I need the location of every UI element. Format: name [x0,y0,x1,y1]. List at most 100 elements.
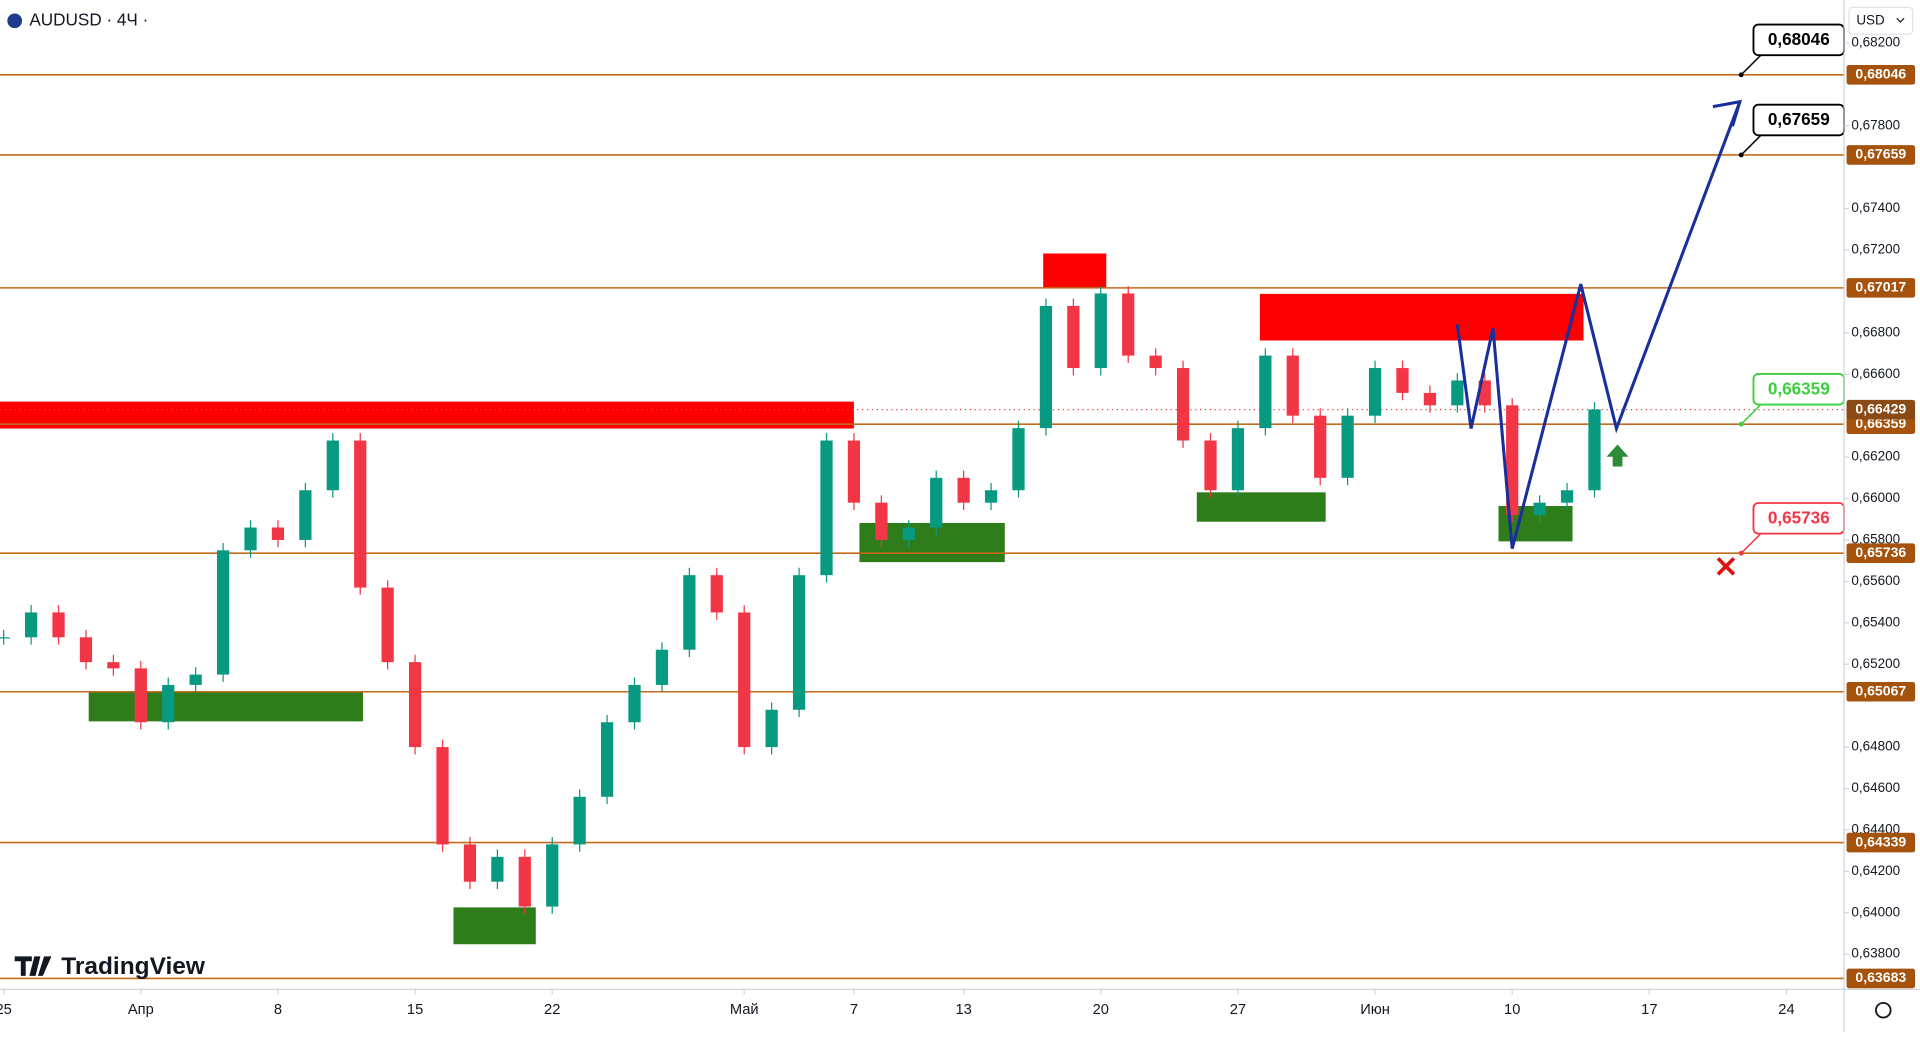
projection-path [1455,101,1742,550]
candle-body [1533,502,1546,516]
y-tick-label: 0,66000 [1851,490,1900,505]
candle-body [1259,355,1272,429]
callout-anchor [1738,550,1744,556]
candle-body [875,502,888,540]
candle-body [354,440,367,588]
level-badge-label: 0,67017 [1855,279,1906,295]
y-tick-label: 0,64000 [1851,904,1900,919]
candle-body [847,440,861,503]
x-tick-label: Апр [128,1002,154,1018]
candle-body [52,612,65,638]
candle-body [930,477,943,528]
candle-body [381,587,394,663]
candle-body [765,709,778,748]
y-tick-label: 0,64400 [1851,821,1900,836]
candle-body [1423,392,1437,406]
candle-body [0,637,10,639]
candle-body [189,674,202,685]
supply-zone [1259,293,1584,341]
x-tick-label: Май [730,1002,759,1018]
y-tick-label: 0,64200 [1851,863,1900,878]
axes: 0,68200 0,67800 0,67400 0,67200 0,66800 0,666… [0,34,1916,1018]
y-tick-label: 0,68200 [1851,34,1900,49]
candle-body [1176,368,1190,441]
candle-body [573,796,586,845]
callout-label: 0,67659 [1768,109,1830,129]
last-price-label: 0,66429 [1855,400,1906,416]
candle-body [107,662,120,669]
x-tick-label: 8 [274,1002,282,1018]
callout-leader [1740,134,1762,156]
callout-anchor [1738,152,1744,158]
levels [0,73,1845,980]
stop-mark [1716,557,1736,576]
level-badge-label: 0,67659 [1855,146,1906,162]
callout-leader [1740,404,1762,425]
level-badge [1846,278,1916,298]
last-price-badge [1846,399,1916,420]
x-tick-label: 7 [850,1002,858,1018]
y-tick-label: 0,64800 [1851,739,1900,754]
overlay: 0,68046 0,67659 0,66359 0,65736 [1455,23,1845,556]
candle-body [1588,409,1601,491]
level-badge-label: 0,63683 [1855,969,1906,985]
y-tick-label: 0,66600 [1851,366,1900,381]
y-tick-label: 0,64600 [1851,780,1900,795]
candle-body [1451,380,1464,406]
currency-label: USD [1856,12,1885,27]
candle-body [820,440,833,576]
x-tick-label: 10 [1504,1002,1520,1018]
candle-body [957,477,970,503]
level-badge-label: 0,65736 [1855,544,1906,560]
y-tick-label: 0,67800 [1851,117,1900,132]
candle-body [1149,355,1162,369]
candle-body [984,490,998,503]
demand-zone [88,691,363,722]
candle-body [738,612,751,748]
dropdown-caret [1896,17,1905,23]
candle-body [408,662,422,748]
level-badge [1846,64,1916,85]
callout-anchor [1738,72,1744,78]
candle-body [1341,415,1354,478]
x-tick-label: 17 [1641,1002,1657,1018]
candle-body [463,844,477,882]
callout-label: 0,66359 [1768,378,1830,398]
projection-arrowhead [1712,99,1743,127]
candle-body [710,575,723,613]
candles [0,286,1601,914]
candle-body [1067,305,1080,369]
candle-body [162,684,175,723]
callout-leader [1740,533,1762,554]
currency-button[interactable] [1848,6,1914,35]
candle-body [1122,293,1135,356]
buy-arrow [1606,444,1629,467]
x-tick-label: 27 [1230,1002,1246,1018]
x-tick-label: 22 [544,1002,560,1018]
zones [0,253,1584,945]
settings-icon[interactable] [1875,1001,1892,1019]
candle-body [628,684,641,723]
level-badge-label: 0,64339 [1855,833,1906,849]
x-tick-label: 24 [1778,1002,1794,1018]
x-tick-label: Июн [1360,1002,1390,1018]
brand-name: TradingView [61,953,206,980]
level-badge [1846,832,1916,853]
x-tick-label: 15 [407,1002,423,1018]
y-tick-label: 0,65400 [1851,614,1900,629]
y-tick-label: 0,65200 [1851,656,1900,671]
candle-body [1560,490,1574,503]
level-badge-label: 0,68046 [1855,65,1906,81]
level-badge [1846,543,1916,563]
candle-body [271,527,285,540]
candle-body [518,856,531,907]
y-tick-label: 0,65800 [1851,532,1900,547]
candle-body [683,575,696,650]
demand-zone [1196,492,1326,522]
x-tick-label: 25 [0,1002,12,1018]
brand-logo [14,956,52,976]
candle-body [1286,355,1299,416]
candle-body [1012,428,1025,491]
level-badge [1846,968,1916,989]
